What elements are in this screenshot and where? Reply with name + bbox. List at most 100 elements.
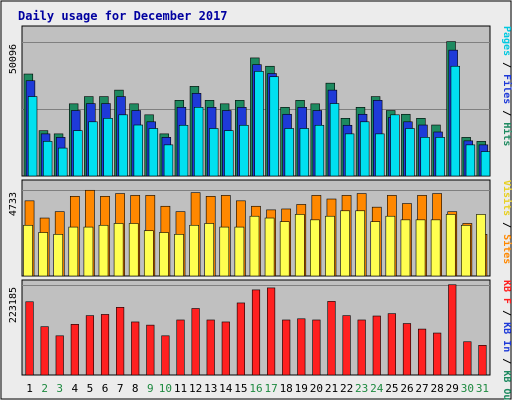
bar-pages-day-24 [375, 133, 385, 177]
x-tick-label-day-9: 9 [147, 382, 154, 395]
bar-pages-day-25 [390, 114, 400, 177]
bar-visits-day-27 [415, 219, 426, 277]
bar-kb-f-day-25 [387, 313, 396, 376]
panel-legend: Pages / Files / Hits [501, 26, 512, 146]
bar-kb-f-day-20 [312, 319, 321, 376]
bar-kb-f-day-14 [221, 321, 230, 376]
bar-visits-day-28 [430, 219, 441, 277]
bar-visits-day-10 [159, 232, 169, 277]
x-tick-label-day-7: 7 [117, 382, 124, 395]
x-tick-label-day-22: 22 [340, 382, 353, 395]
bar-kb-f-day-18 [282, 319, 291, 376]
bar-visits-day-6 [98, 224, 109, 277]
bar-pages-day-9 [148, 128, 159, 177]
bar-pages-day-27 [420, 137, 430, 177]
x-tick-label-day-4: 4 [72, 382, 79, 395]
bar-visits-day-24 [370, 221, 381, 277]
bar-visits-day-12 [189, 224, 199, 277]
bar-visits-day-3 [53, 234, 64, 277]
x-tick-label-day-28: 28 [431, 382, 444, 395]
bar-visits-day-14 [219, 226, 230, 277]
legend-entry: Pages [501, 26, 512, 56]
legend-entry: Hits [501, 122, 512, 146]
x-tick-label-day-1: 1 [26, 382, 33, 395]
legend-entry: KB Out [501, 370, 512, 400]
panel-legend: KB F / KB In / KB Out [501, 280, 512, 400]
bar-pages-day-8 [133, 124, 143, 177]
bar-pages-day-5 [88, 121, 98, 177]
bar-visits-day-1 [23, 224, 33, 277]
panel-max-label: 4733 [8, 192, 19, 216]
x-tick-label-day-17: 17 [264, 382, 277, 395]
bar-pages-day-7 [118, 114, 128, 177]
bar-pages-day-10 [163, 144, 174, 177]
bar-visits-day-25 [385, 215, 396, 277]
x-tick-label-day-3: 3 [56, 382, 63, 395]
bar-visits-day-18 [279, 221, 290, 277]
bar-pages-day-4 [73, 130, 83, 177]
bar-kb-f-day-11 [176, 319, 185, 376]
x-tick-label-day-5: 5 [87, 382, 94, 395]
panel-middle: 4733 Visits / Sites [8, 179, 512, 277]
x-tick-label-day-25: 25 [385, 382, 398, 395]
bar-kb-f-day-6 [100, 314, 110, 376]
bar-kb-f-day-1 [25, 301, 34, 376]
bar-visits-day-19 [294, 214, 305, 277]
bar-visits-day-17 [264, 217, 275, 277]
bar-kb-f-day-2 [40, 326, 49, 376]
bar-pages-day-2 [43, 141, 53, 177]
bar-visits-day-8 [128, 223, 139, 277]
x-tick-label-day-27: 27 [415, 382, 428, 395]
panel-bars [23, 189, 488, 277]
x-tick-label-day-14: 14 [219, 382, 233, 395]
bar-pages-day-13 [209, 128, 219, 177]
legend-entry: / [501, 352, 512, 370]
x-tick-label-day-10: 10 [159, 382, 172, 395]
bar-kb-f-day-10 [161, 335, 170, 376]
bar-kb-f-day-22 [342, 315, 351, 376]
bar-kb-f-day-17 [267, 287, 276, 376]
legend-entry: / [501, 216, 512, 234]
bar-kb-f-day-9 [146, 324, 155, 376]
legend-entry: Sites [501, 234, 512, 264]
bar-pages-day-11 [178, 124, 189, 177]
chart-panels: 50096 Pages / Files / Hits 4733 Visits / Si… [8, 25, 512, 400]
x-tick-label-day-13: 13 [204, 382, 217, 395]
x-tick-label-day-26: 26 [400, 382, 413, 395]
bar-pages-day-28 [435, 137, 445, 177]
bar-pages-day-17 [269, 76, 279, 177]
bar-kb-f-day-26 [402, 323, 412, 376]
x-tick-label-day-23: 23 [355, 382, 368, 395]
bar-kb-f-day-3 [55, 335, 64, 376]
bar-kb-f-day-23 [357, 319, 366, 376]
x-tick-label-day-11: 11 [174, 382, 187, 395]
bar-visits-day-31 [476, 214, 486, 277]
panel-max-label: 223185 [8, 287, 19, 323]
bar-visits-day-7 [113, 223, 124, 277]
bar-kb-f-day-4 [70, 324, 79, 376]
bar-kb-f-day-12 [191, 308, 200, 376]
bar-pages-day-12 [193, 107, 204, 177]
bar-visits-day-2 [38, 232, 48, 277]
bar-kb-f-day-28 [433, 332, 442, 376]
bar-visits-day-15 [234, 226, 245, 277]
bar-pages-day-16 [254, 71, 264, 177]
bar-visits-day-23 [355, 210, 365, 277]
bar-kb-f-day-31 [478, 345, 487, 376]
bar-pages-day-31 [480, 151, 491, 177]
bar-visits-day-20 [310, 219, 320, 277]
x-tick-label-day-31: 31 [476, 382, 489, 395]
legend-entry: Visits [501, 180, 512, 216]
bar-kb-f-day-24 [372, 315, 381, 376]
x-tick-label-day-2: 2 [41, 382, 48, 395]
x-tick-label-day-16: 16 [249, 382, 262, 395]
legend-entry: / [501, 304, 512, 322]
bar-visits-day-30 [461, 224, 471, 277]
bar-pages-day-3 [58, 147, 68, 177]
bar-visits-day-5 [83, 226, 94, 277]
panel-bottom: 223185 KB F / KB In / KB Out [8, 279, 512, 400]
bar-kb-f-day-8 [131, 321, 140, 376]
x-tick-label-day-8: 8 [132, 382, 139, 395]
x-tick-label-day-29: 29 [446, 382, 459, 395]
